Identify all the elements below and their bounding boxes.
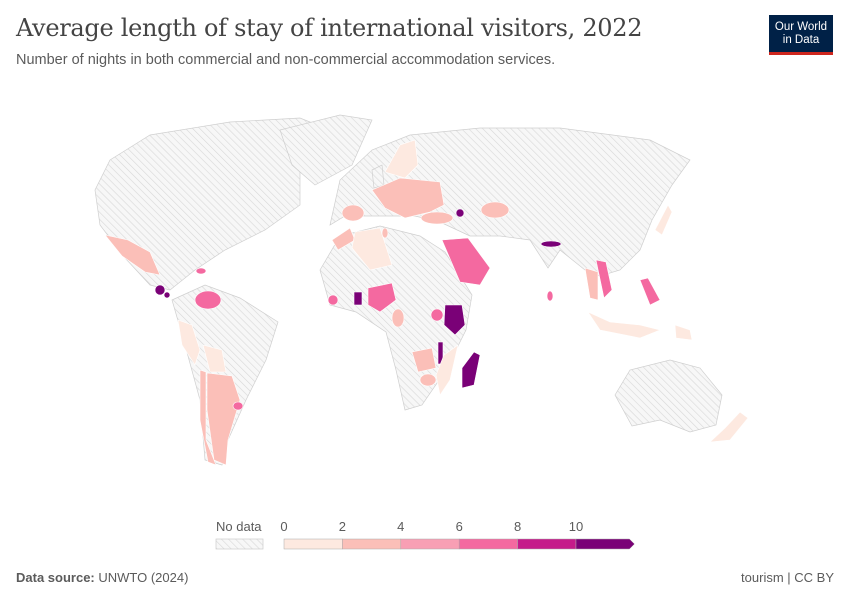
logo-line-2: in Data — [782, 33, 820, 46]
page-title: Average length of stay of international … — [16, 14, 643, 42]
legend-bin-6-8[interactable] — [458, 538, 518, 550]
country-algeria[interactable] — [351, 227, 393, 271]
greenland[interactable] — [279, 114, 373, 186]
country-sri-lanka[interactable] — [546, 290, 554, 302]
country-uganda[interactable] — [430, 308, 444, 322]
country-zambia[interactable] — [411, 347, 437, 373]
country-venezuela[interactable] — [194, 290, 222, 310]
country-guatemala[interactable] — [154, 284, 166, 296]
legend-no-data-swatch[interactable] — [215, 538, 264, 550]
page-subtitle: Number of nights in both commercial and … — [16, 52, 556, 68]
footer-license[interactable]: tourism | CC BY — [741, 570, 834, 585]
country-dominican-republic[interactable] — [195, 267, 207, 275]
country-chile[interactable] — [199, 369, 217, 466]
country-ivory-coast[interactable] — [327, 294, 339, 306]
source-value[interactable]: UNWTO (2024) — [98, 570, 189, 585]
legend-tick-label: 10 — [569, 519, 583, 534]
legend-bin->10[interactable] — [575, 538, 635, 550]
country-mexico[interactable] — [104, 234, 161, 276]
countries-with-data — [104, 139, 749, 466]
country-japan[interactable] — [654, 204, 673, 236]
country-mozambique[interactable] — [435, 344, 459, 396]
legend-bin-8-10[interactable] — [517, 538, 577, 550]
source-label: Data source: — [16, 570, 95, 585]
country-thailand[interactable] — [584, 267, 599, 301]
data-source: Data source: UNWTO (2024) — [16, 570, 188, 585]
country-vietnam[interactable] — [595, 259, 613, 299]
legend-no-data-label: No data — [216, 519, 262, 534]
legend-tick-label: 4 — [397, 519, 404, 534]
country-zimbabwe[interactable] — [419, 373, 437, 387]
country-nordics[interactable] — [384, 139, 419, 179]
legend-tick-label: 2 — [339, 519, 346, 534]
region-europe[interactable] — [371, 177, 445, 219]
legend-bin-2-4[interactable] — [342, 538, 402, 550]
country-peru[interactable] — [177, 319, 201, 366]
country-armenia[interactable] — [455, 208, 465, 218]
country-kazakhstan[interactable] — [480, 201, 510, 219]
logo-line-1: Our World — [774, 20, 828, 33]
legend-tick-label: 0 — [280, 519, 287, 534]
country-turkey[interactable] — [420, 211, 454, 225]
owid-logo[interactable]: Our World in Data — [769, 15, 833, 55]
legend-tick-label: 8 — [514, 519, 521, 534]
country-papua-new-guinea[interactable] — [674, 324, 693, 341]
country-uruguay[interactable] — [232, 401, 244, 411]
country-madagascar[interactable] — [461, 351, 481, 389]
country-philippines[interactable] — [639, 277, 661, 306]
country-cameroon[interactable] — [391, 308, 405, 328]
country-el-salvador[interactable] — [163, 291, 171, 299]
country-ghana[interactable] — [353, 291, 363, 306]
country-argentina[interactable] — [206, 372, 241, 466]
north-america[interactable] — [94, 117, 331, 291]
country-new-zealand[interactable] — [709, 411, 749, 443]
australia[interactable] — [614, 359, 723, 433]
country-saudi-arabia[interactable] — [441, 237, 491, 286]
country-nigeria[interactable] — [367, 282, 397, 313]
country-spain[interactable] — [341, 204, 365, 222]
country-bolivia[interactable] — [202, 344, 227, 373]
country-indonesia[interactable] — [587, 311, 661, 339]
country-kenya[interactable] — [443, 304, 466, 336]
country-nepal[interactable] — [540, 240, 562, 248]
legend-bin-0-2[interactable] — [283, 538, 343, 550]
legend-tick-label: 6 — [456, 519, 463, 534]
country-tunisia[interactable] — [381, 227, 389, 239]
legend-bin-4-6[interactable] — [400, 538, 460, 550]
